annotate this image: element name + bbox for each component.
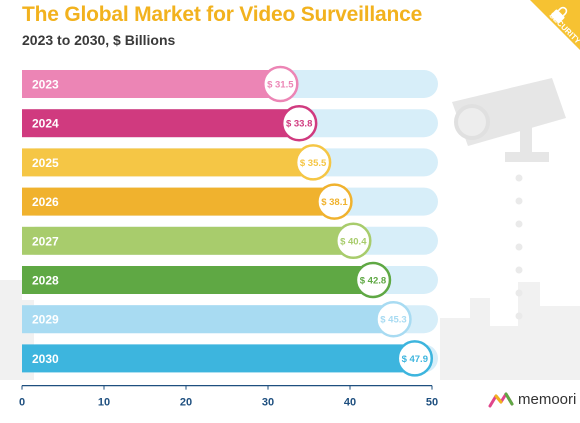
bar [22, 187, 335, 216]
bar [22, 266, 373, 294]
bar-category-label: 2028 [32, 274, 59, 288]
bar-group-2028: 2028 $ 42.8 [22, 261, 438, 299]
bar-category-label: 2025 [32, 156, 59, 170]
x-tick-label: 30 [262, 397, 274, 409]
bar-group-2026: 2026 $ 38.1 [22, 183, 438, 220]
security-badge: SECURITY [530, 0, 580, 50]
data-label: $ 40.4 [340, 236, 367, 247]
data-label: $ 47.9 [402, 354, 428, 365]
memoori-logo-text: memoori [518, 390, 577, 408]
data-label: $ 31.5 [267, 80, 294, 91]
x-tick-label: 40 [344, 397, 356, 409]
bar-group-2025: 2025 $ 35.5 [22, 144, 438, 181]
memoori-logo: memoori [488, 388, 576, 410]
value-bubble [335, 222, 372, 260]
bar-group-2029: 2029 $ 45.3 [22, 300, 438, 338]
value-bubble [294, 144, 332, 181]
bar-group-2023: 2023 $ 31.5 [22, 65, 438, 103]
chart-title: The Global Market for Video Surveillance [22, 3, 423, 26]
x-tick-label: 20 [180, 397, 192, 409]
value-bubble [316, 183, 353, 220]
x-tick-label: 0 [19, 397, 25, 409]
bar-group-2030: 2030 $ 47.9 [22, 340, 438, 377]
bar [22, 70, 281, 98]
bar-category-label: 2026 [32, 195, 59, 209]
data-label: $ 38.1 [321, 197, 348, 208]
bar [22, 226, 354, 255]
bar-category-label: 2023 [32, 78, 59, 92]
bar-category-label: 2030 [32, 352, 59, 366]
bar-category-label: 2027 [32, 234, 59, 248]
x-tick-label: 10 [98, 397, 110, 409]
chart-subtitle: 2023 to 2030, $ Billions [22, 32, 176, 48]
camera-icon [452, 78, 566, 162]
data-label: $ 33.8 [286, 119, 312, 130]
data-label: $ 35.5 [300, 158, 327, 169]
data-label: $ 42.8 [360, 276, 386, 287]
lock-icon [550, 6, 568, 24]
value-bubble [396, 340, 434, 377]
x-tick-label: 50 [426, 397, 438, 409]
bar-group-2024: 2024 $ 33.8 [22, 104, 438, 142]
value-bubble [280, 104, 318, 142]
bar [22, 305, 394, 334]
bar [22, 109, 300, 138]
memoori-logo-icon [488, 392, 514, 408]
bar-category-label: 2029 [32, 313, 59, 327]
data-label: $ 45.3 [380, 315, 406, 326]
bar [22, 148, 314, 177]
bar-group-2027: 2027 $ 40.4 [22, 222, 438, 260]
bar [22, 344, 415, 373]
value-bubble [375, 300, 412, 338]
value-bubble [354, 261, 392, 299]
value-bubble [262, 65, 299, 103]
bar-category-label: 2024 [32, 117, 59, 131]
